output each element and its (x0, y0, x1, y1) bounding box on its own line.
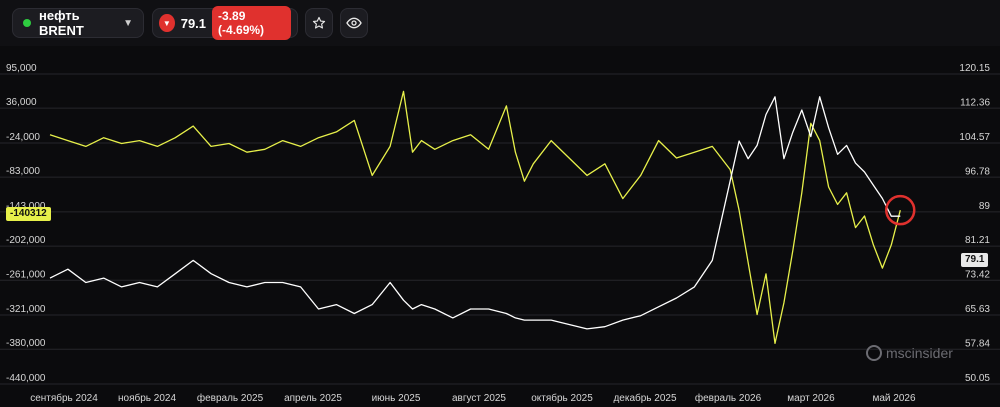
left-axis-tick: 95,000 (6, 63, 37, 74)
x-axis-tick: октябрь 2025 (531, 392, 593, 404)
top-toolbar (0, 0, 1000, 46)
right-axis-tick: 89 (979, 201, 991, 212)
right-axis-tick: 104.57 (959, 132, 990, 143)
price-display: ▼ 79.1 -3.89 (-4.69%) (152, 6, 298, 40)
left-current-value: -140312 (6, 207, 51, 221)
x-axis-tick: сентябрь 2024 (30, 392, 98, 404)
chevron-down-icon: ▼ (123, 17, 133, 29)
right-axis-tick: 57.84 (965, 339, 990, 350)
right-axis-tick: 65.63 (965, 304, 990, 315)
right-current-value: 79.1 (961, 253, 989, 267)
watermark-text: mscinsider (886, 345, 953, 361)
x-axis-tick: май 2026 (872, 393, 915, 404)
right-axis-tick: 50.05 (965, 373, 990, 384)
x-axis-tick: апрель 2025 (284, 393, 342, 404)
left-axis-tick: -83,000 (6, 166, 40, 177)
left-axis-tick: -321,000 (6, 304, 46, 315)
star-icon (312, 16, 326, 29)
x-axis-tick: август 2025 (452, 393, 506, 404)
left-axis-tick: -380,000 (6, 338, 46, 349)
right-axis-tick: 96.78 (965, 166, 990, 177)
ticker-selector[interactable]: нефть BRENT ▼ (12, 8, 144, 38)
right-axis-tick: 112.36 (960, 97, 990, 108)
x-axis-tick: декабрь 2025 (613, 392, 677, 404)
price-change-badge: -3.89 (-4.69%) (212, 6, 291, 40)
x-axis-tick: февраль 2025 (197, 392, 264, 404)
ticker-name: нефть BRENT (39, 8, 84, 38)
favorite-button[interactable] (305, 8, 333, 38)
live-dot-icon (23, 19, 31, 27)
current-price: 79.1 (180, 15, 207, 31)
yellow-series-line (49, 90, 901, 345)
highlight-circle (885, 194, 916, 226)
right-axis-tick: 120.15 (959, 63, 990, 74)
left-axis-tick: -440,000 (6, 373, 46, 384)
left-axis-tick: 36,000 (6, 97, 37, 108)
right-axis-tick: 81.21 (965, 235, 990, 246)
arrow-down-icon: ▼ (159, 14, 175, 32)
watermark: mscinsider (866, 345, 953, 361)
x-axis-tick: июнь 2025 (372, 393, 421, 404)
left-axis-tick: -143,000 (6, 201, 46, 212)
x-axis-tick: ноябрь 2024 (118, 392, 176, 404)
x-axis-tick: февраль 2026 (695, 392, 762, 404)
watch-button[interactable] (340, 8, 368, 38)
mscinsider-logo-icon (866, 345, 882, 361)
right-axis-tick: 73.42 (965, 270, 990, 281)
left-axis-tick: -24,000 (6, 132, 40, 143)
eye-icon (346, 17, 362, 29)
chart-plot[interactable]: 95,000 36,000 -24,000 -83,000 -143,000 -202,0… (0, 46, 1000, 407)
left-axis-tick: -261,000 (6, 269, 46, 280)
left-axis-tick: -202,000 (6, 235, 46, 246)
white-series-line (49, 96, 901, 330)
x-axis-tick: март 2026 (787, 393, 835, 404)
